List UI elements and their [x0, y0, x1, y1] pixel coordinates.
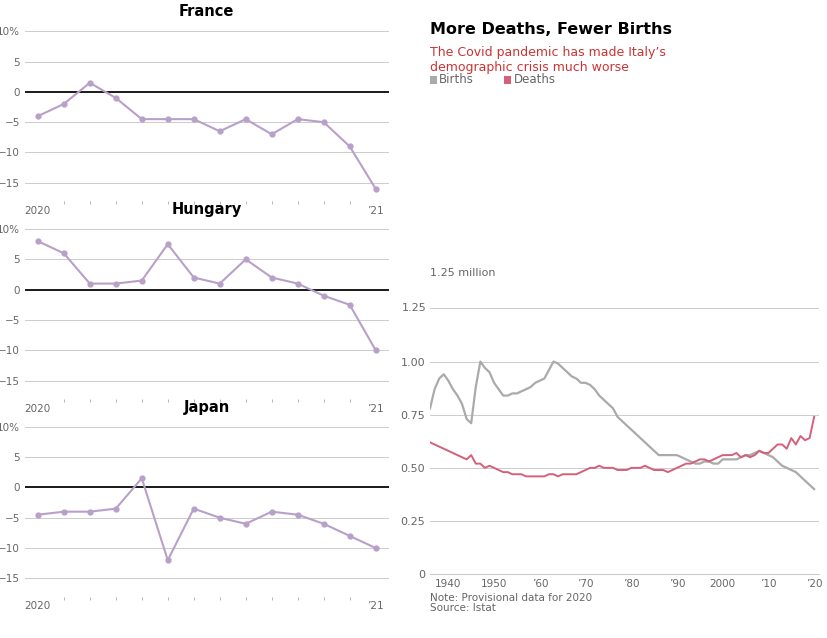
Text: demographic crisis much worse: demographic crisis much worse — [430, 61, 629, 73]
Title: Japan: Japan — [184, 399, 230, 415]
Title: France: France — [179, 4, 234, 19]
Text: Births: Births — [439, 73, 474, 86]
Text: Source: Istat: Source: Istat — [430, 603, 496, 613]
Text: The Covid pandemic has made Italy’s: The Covid pandemic has made Italy’s — [430, 46, 666, 59]
Text: Deaths: Deaths — [514, 73, 556, 86]
Text: More Deaths, Fewer Births: More Deaths, Fewer Births — [430, 22, 672, 38]
Title: Hungary: Hungary — [172, 202, 241, 217]
Text: Note: Provisional data for 2020: Note: Provisional data for 2020 — [430, 593, 592, 604]
Text: 1.25: 1.25 — [401, 303, 426, 313]
Text: 1.25 million: 1.25 million — [430, 267, 495, 278]
